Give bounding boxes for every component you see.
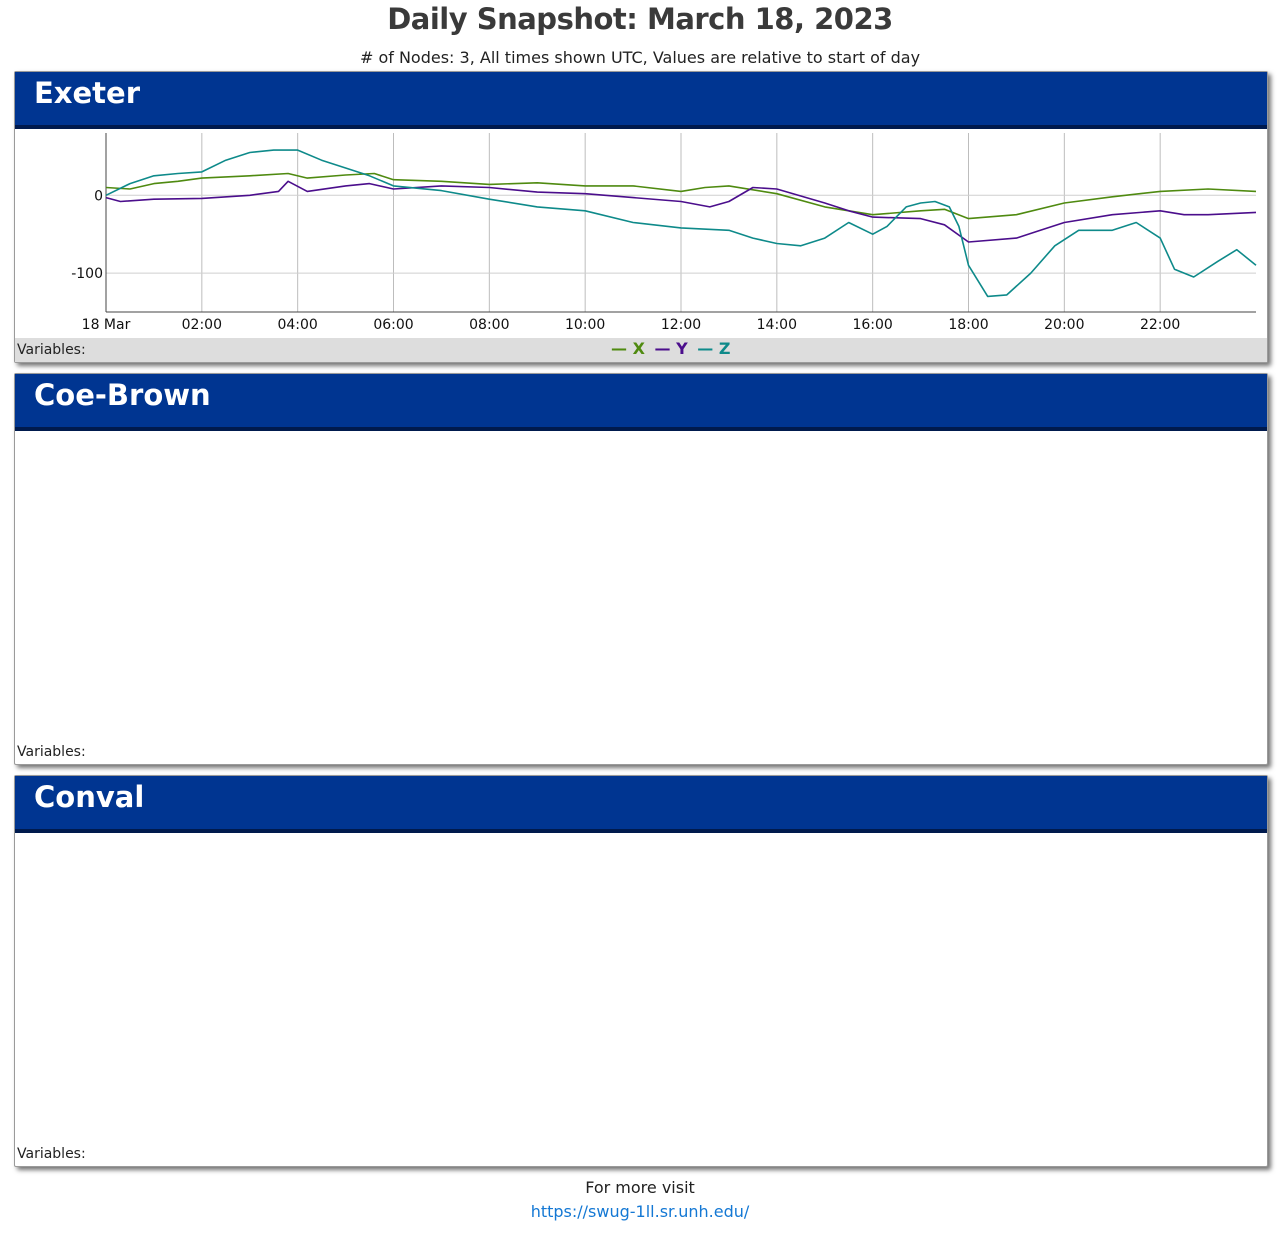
- x-tick-label: 06:00: [373, 317, 413, 333]
- series-line-x: [105, 172, 1257, 220]
- legend-entry-x[interactable]: — X: [611, 339, 651, 358]
- legend: — X — Y — Z: [611, 339, 734, 358]
- x-tick-label: 20:00: [1044, 317, 1084, 333]
- x-tick-label: 12:00: [661, 317, 701, 333]
- node-panel-coe-brown: Coe-Brown Variables:: [14, 373, 1268, 765]
- legend-label-z: Z: [718, 339, 731, 358]
- variables-label: Variables:: [17, 342, 86, 358]
- variables-label: Variables:: [17, 1146, 86, 1162]
- legend-dash-z: —: [697, 339, 714, 358]
- footer-link[interactable]: https://swug-1ll.sr.unh.edu/: [530, 1202, 750, 1221]
- x-tick-label: 08:00: [469, 317, 509, 333]
- legend-label-y: Y: [676, 339, 688, 358]
- legend-entry-z[interactable]: — Z: [697, 339, 730, 358]
- legend-dash-y: —: [654, 339, 671, 358]
- series-line-y: [105, 180, 1257, 243]
- legend-entry-y[interactable]: — Y: [655, 339, 694, 358]
- panel-header: Conval: [15, 776, 1267, 833]
- variables-bar: Variables:: [15, 740, 1267, 764]
- variables-label: Variables:: [17, 744, 86, 760]
- variables-bar: Variables: — X — Y — Z: [15, 338, 1267, 362]
- x-tick-label: 04:00: [277, 317, 317, 333]
- x-tick-label: 10:00: [565, 317, 605, 333]
- panel-title: Conval: [34, 780, 145, 814]
- x-tick-label: 14:00: [757, 317, 797, 333]
- page-subtitle: # of Nodes: 3, All times shown UTC, Valu…: [359, 48, 921, 67]
- exeter-line-chart: 18 Mar 02:00 04:00 06:00 08:00 10:00 12:00 14:0…: [71, 133, 1257, 333]
- panel-header: Exeter: [15, 72, 1267, 129]
- variables-bar: Variables:: [15, 1142, 1267, 1166]
- y-tick-label: 0: [94, 188, 103, 204]
- panel-header: Coe-Brown: [15, 374, 1267, 431]
- x-tick-label: 18 Mar: [82, 317, 131, 333]
- node-panel-conval: Conval Variables:: [14, 775, 1268, 1167]
- series-line-z: [105, 149, 1257, 298]
- panel-title: Coe-Brown: [34, 378, 211, 412]
- panel-title: Exeter: [34, 76, 141, 110]
- x-tick-label: 16:00: [852, 317, 892, 333]
- page-title: Daily Snapshot: March 18, 2023: [387, 2, 893, 36]
- node-panel-exeter: Exeter 18 Mar 02:00 04:00 06:00 08:00 10:00 12…: [14, 71, 1268, 363]
- legend-label-x: X: [632, 339, 645, 358]
- x-tick-label: 02:00: [182, 317, 222, 333]
- footer-text: For more visit: [585, 1178, 695, 1197]
- legend-dash-x: —: [611, 339, 627, 358]
- y-tick-label: -100: [71, 266, 103, 282]
- x-tick-label: 22:00: [1140, 317, 1180, 333]
- x-tick-label: 18:00: [948, 317, 988, 333]
